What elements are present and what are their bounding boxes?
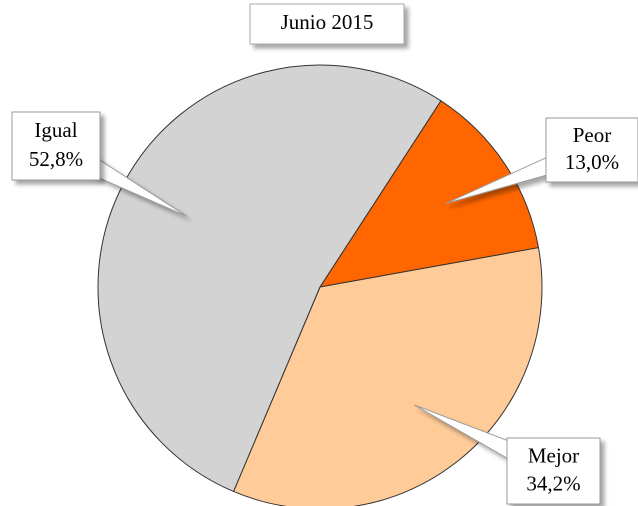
callouts: Peor 13,0% Mejor 34,2% Igual 52,8% xyxy=(11,111,638,505)
value-label: 52,8% xyxy=(29,147,83,171)
category-label: Mejor xyxy=(528,444,579,468)
category-label: Igual xyxy=(34,118,77,142)
pie-slice xyxy=(318,100,540,288)
category-label: Peor xyxy=(573,123,612,147)
pie-slice xyxy=(232,247,543,506)
title-box xyxy=(249,3,405,45)
callout-box xyxy=(11,111,101,181)
callout-box xyxy=(506,437,601,505)
value-label: 13,0% xyxy=(565,150,619,174)
value-label: 34,2% xyxy=(526,471,580,495)
chart-title: Junio 2015 xyxy=(281,10,374,34)
pie xyxy=(97,64,543,506)
callout-box xyxy=(545,117,638,183)
